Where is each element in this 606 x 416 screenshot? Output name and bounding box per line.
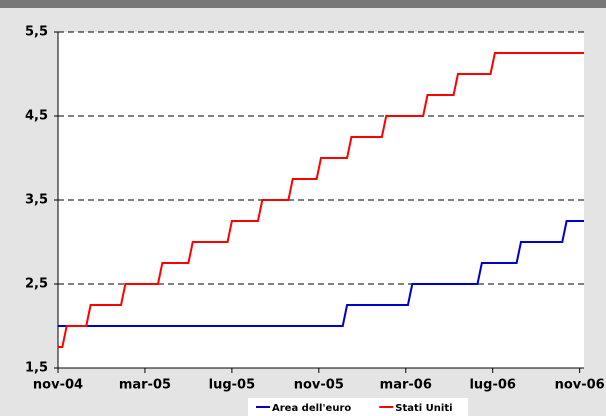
y-tick-label: 4,5 — [25, 109, 48, 124]
y-tick-label: 1,5 — [25, 361, 48, 376]
x-tick-label: mar-05 — [119, 378, 171, 393]
legend-label: Stati Uniti — [395, 403, 452, 414]
y-tick-label: 3,5 — [25, 193, 48, 208]
legend-label: Area dell'euro — [272, 403, 351, 414]
x-tick-label: nov-04 — [33, 378, 83, 393]
x-tick-label: lug-05 — [209, 378, 256, 393]
top-band — [0, 0, 606, 8]
series-line — [58, 220, 584, 327]
x-tick-label: lug-06 — [469, 378, 516, 393]
y-tick-label: 5,5 — [25, 25, 48, 40]
series-line — [58, 52, 584, 348]
x-tick-label: nov-06 — [555, 378, 605, 393]
x-tick-label: mar-06 — [380, 378, 432, 393]
x-tick-label: nov-05 — [294, 378, 344, 393]
y-tick-label: 2,5 — [25, 277, 48, 292]
legend-box — [248, 398, 468, 416]
